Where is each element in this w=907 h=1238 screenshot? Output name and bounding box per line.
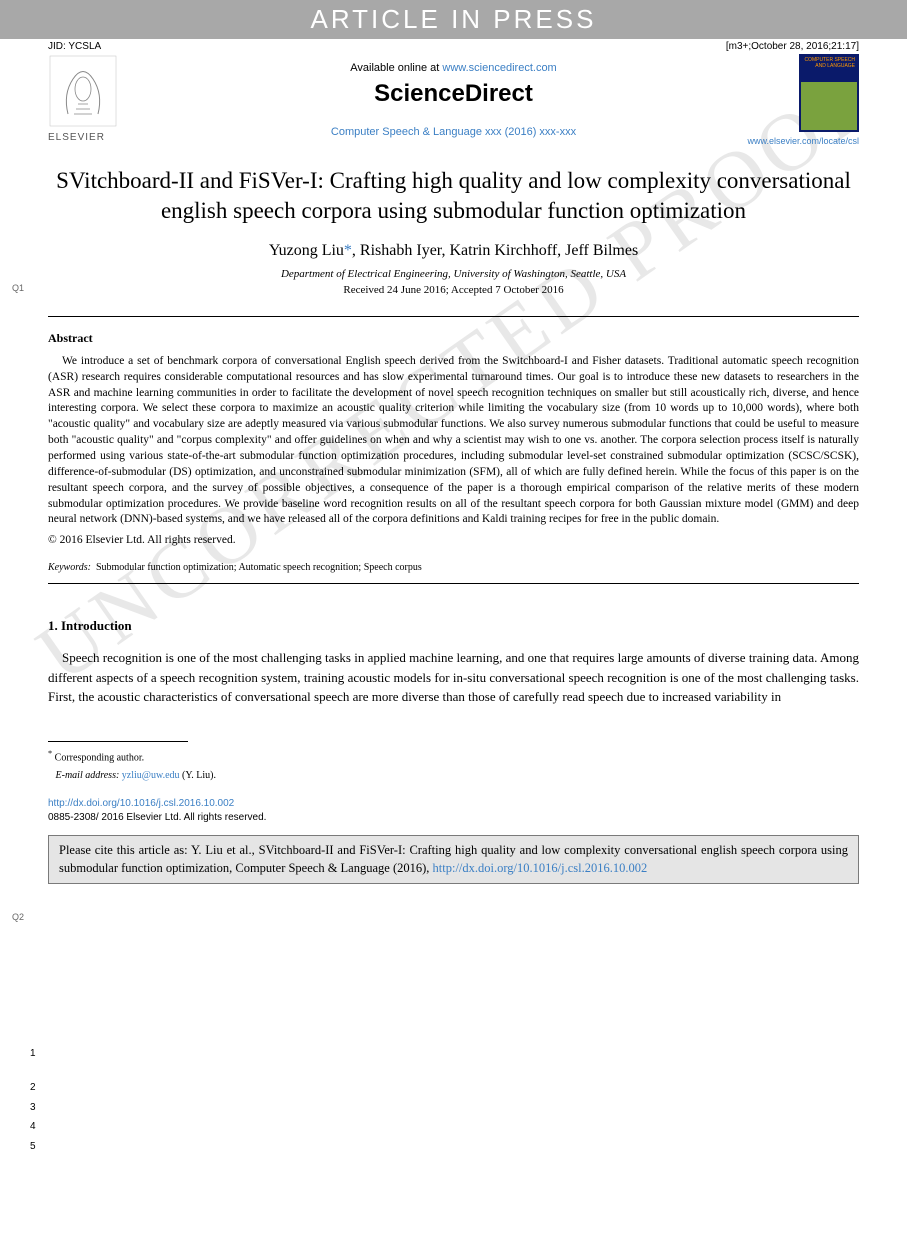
line-number: 5 bbox=[30, 1137, 36, 1157]
article-title: SVitchboard-II and FiSVer-I: Crafting hi… bbox=[48, 166, 859, 226]
line-numbers-body: 2345 bbox=[30, 1078, 36, 1156]
masthead: ELSEVIER COMPUTER SPEECH AND LANGUAGE ww… bbox=[0, 54, 907, 138]
line-number: 3 bbox=[30, 1098, 36, 1118]
doi-block: http://dx.doi.org/10.1016/j.csl.2016.10.… bbox=[48, 797, 859, 825]
meta-row: JID: YCSLA [m3+;October 28, 2016;21:17] bbox=[0, 39, 907, 54]
sciencedirect-logo: ScienceDirect bbox=[48, 80, 859, 108]
timestamp-label: [m3+;October 28, 2016;21:17] bbox=[726, 41, 859, 52]
author-list: Yuzong Liu*, Rishabh Iyer, Katrin Kirchh… bbox=[48, 242, 859, 260]
line-number: 4 bbox=[30, 1117, 36, 1137]
jid-label: JID: YCSLA bbox=[48, 41, 101, 52]
footnote-email-link[interactable]: yzliu@uw.edu bbox=[122, 770, 180, 781]
journal-citation-link[interactable]: Computer Speech & Language xxx (2016) xx… bbox=[331, 126, 576, 138]
line-number-1: 1 bbox=[30, 1044, 36, 1064]
footnote-corresponding: * Corresponding author. bbox=[48, 748, 859, 765]
intro-body: Speech recognition is one of the most ch… bbox=[48, 648, 859, 707]
journal-citation: Computer Speech & Language xxx (2016) xx… bbox=[48, 126, 859, 138]
available-online: Available online at www.sciencedirect.co… bbox=[48, 62, 859, 74]
footnote-email-suffix: (Y. Liu). bbox=[182, 770, 216, 781]
citation-box: Please cite this article as: Y. Liu et a… bbox=[48, 835, 859, 884]
header-bar: ARTICLE IN PRESS bbox=[0, 0, 907, 39]
elsevier-text: ELSEVIER bbox=[48, 132, 105, 143]
available-prefix: Available online at bbox=[350, 62, 442, 74]
sciencedirect-link[interactable]: www.sciencedirect.com bbox=[442, 62, 556, 74]
journal-locate-anchor[interactable]: www.elsevier.com/locate/csl bbox=[747, 136, 859, 146]
keywords-values: Submodular function optimization; Automa… bbox=[96, 562, 422, 573]
journal-cover-thumb: COMPUTER SPEECH AND LANGUAGE bbox=[799, 54, 859, 132]
footnote-rule bbox=[48, 741, 188, 742]
intro-paragraph: Speech recognition is one of the most ch… bbox=[48, 648, 859, 707]
keywords-block: Keywords: Submodular function optimizati… bbox=[48, 562, 859, 573]
rule-top bbox=[48, 316, 859, 317]
copyright-line: © 2016 Elsevier Ltd. All rights reserved… bbox=[48, 534, 859, 546]
elsevier-logo bbox=[48, 54, 118, 139]
journal-thumb-title: COMPUTER SPEECH AND LANGUAGE bbox=[801, 56, 857, 71]
issn-line: 0885-2308/ 2016 Elsevier Ltd. All rights… bbox=[48, 812, 266, 823]
query-marker-q2: Q2 bbox=[12, 912, 24, 922]
section-1-heading: 1. Introduction bbox=[48, 618, 859, 634]
article-content: SVitchboard-II and FiSVer-I: Crafting hi… bbox=[0, 166, 907, 825]
doi-link[interactable]: http://dx.doi.org/10.1016/j.csl.2016.10.… bbox=[48, 798, 234, 809]
journal-locate-link: www.elsevier.com/locate/csl bbox=[747, 136, 859, 146]
footnote-email: E-mail address: yzliu@uw.edu (Y. Liu). bbox=[48, 768, 859, 783]
keywords-label: Keywords: bbox=[48, 562, 91, 573]
footnote-email-label: E-mail address: bbox=[56, 770, 120, 781]
cite-doi-link[interactable]: http://dx.doi.org/10.1016/j.csl.2016.10.… bbox=[433, 861, 648, 875]
abstract-heading: Abstract bbox=[48, 331, 859, 346]
footnote-corr-text: Corresponding author. bbox=[55, 752, 144, 763]
abstract-paragraph: We introduce a set of benchmark corpora … bbox=[48, 354, 859, 528]
rule-bottom bbox=[48, 583, 859, 584]
line-number: 2 bbox=[30, 1078, 36, 1098]
article-dates: Received 24 June 2016; Accepted 7 Octobe… bbox=[48, 284, 859, 296]
abstract-body: We introduce a set of benchmark corpora … bbox=[48, 354, 859, 528]
footnote-marker: * bbox=[48, 749, 52, 758]
affiliation: Department of Electrical Engineering, Un… bbox=[48, 268, 859, 280]
